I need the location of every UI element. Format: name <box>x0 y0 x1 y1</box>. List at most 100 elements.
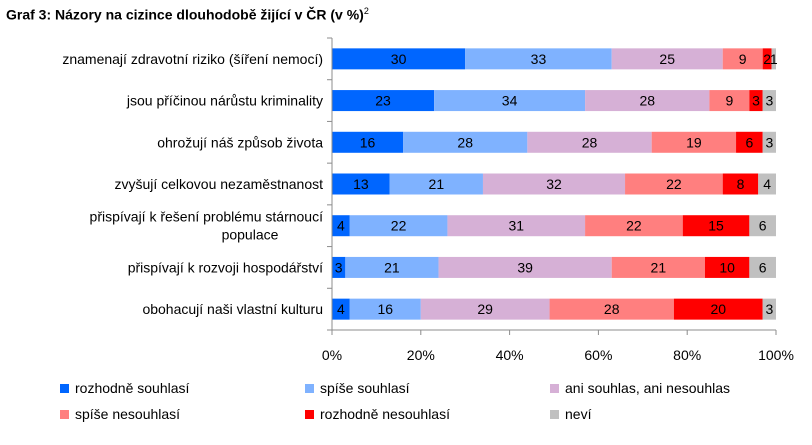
data-label: 9 <box>739 51 747 67</box>
x-tick-label: 0% <box>322 347 342 363</box>
bar-segment <box>389 173 483 195</box>
data-label: 6 <box>745 134 753 150</box>
data-label: 3 <box>765 134 773 150</box>
data-label: 21 <box>651 259 667 275</box>
data-label: 22 <box>666 176 682 192</box>
bar-segment <box>420 298 550 320</box>
chart-title-text: Graf 3: Názory na cizince dlouhodobě žij… <box>6 6 364 23</box>
bar-segment <box>482 173 626 195</box>
bar-segment <box>611 256 705 278</box>
data-label: 31 <box>508 218 524 234</box>
bar-segment <box>762 48 772 70</box>
data-label: 10 <box>719 259 735 275</box>
bar-segment <box>332 256 346 278</box>
data-label: 32 <box>546 176 562 192</box>
data-label: 3 <box>765 301 773 317</box>
bar-segment <box>527 131 652 153</box>
data-label: 25 <box>659 51 675 67</box>
data-label: 33 <box>531 51 547 67</box>
data-label: 21 <box>384 259 400 275</box>
data-label: 34 <box>502 93 518 109</box>
bar-segment <box>651 131 737 153</box>
data-label: 6 <box>759 218 767 234</box>
bar-segment <box>585 90 710 112</box>
x-tick-label: 100% <box>758 347 794 363</box>
category-label: ohrožují náš způsob života <box>157 134 323 150</box>
category-label: znamenají zdravotní riziko (šíření nemoc… <box>62 51 323 67</box>
bar-segment <box>749 256 776 278</box>
chart-title: Graf 3: Názory na cizince dlouhodobě žij… <box>6 6 369 23</box>
bar-segment <box>332 173 390 195</box>
data-label: 19 <box>686 134 702 150</box>
bar-segment <box>332 131 404 153</box>
data-label: 16 <box>360 134 376 150</box>
bar-segment <box>611 48 723 70</box>
data-label: 28 <box>582 134 598 150</box>
data-label: 15 <box>708 218 724 234</box>
bar-segment <box>332 90 435 112</box>
bar-segment <box>762 131 776 153</box>
data-label: 30 <box>391 51 407 67</box>
bar-segment <box>434 90 586 112</box>
data-label: 29 <box>477 301 493 317</box>
bar-segment <box>758 173 776 195</box>
bar-segment <box>736 131 763 153</box>
data-label: 4 <box>763 176 771 192</box>
bar-segment <box>625 173 723 195</box>
data-label: 4 <box>337 218 345 234</box>
bar-segment <box>682 215 750 237</box>
bar-segment <box>749 90 763 112</box>
data-label: 9 <box>725 93 733 109</box>
bar-segment <box>447 215 586 237</box>
x-tick-label: 20% <box>407 347 435 363</box>
bar-segment <box>349 215 448 237</box>
data-label: 4 <box>337 301 345 317</box>
data-label: 39 <box>517 259 533 275</box>
category-label: přispívají k řešení problému stárnoucí <box>90 209 324 225</box>
bar-segment <box>332 215 350 237</box>
data-label: 28 <box>604 301 620 317</box>
data-label: 22 <box>391 218 407 234</box>
category-label: zvyšují celkovou nezaměstnanost <box>114 176 323 192</box>
data-label: 3 <box>765 93 773 109</box>
bar-segment <box>762 90 776 112</box>
data-label: 13 <box>353 176 369 192</box>
data-label: 28 <box>639 93 655 109</box>
data-label: 21 <box>429 176 445 192</box>
bar-segment <box>762 298 776 320</box>
bar-segment <box>722 48 763 70</box>
bar-segment <box>585 215 683 237</box>
x-tick-label: 40% <box>496 347 524 363</box>
data-label: 28 <box>457 134 473 150</box>
bar-segment <box>349 298 421 320</box>
bar-segment <box>549 298 674 320</box>
data-label: 16 <box>377 301 393 317</box>
data-label: 3 <box>335 259 343 275</box>
category-label: populace <box>222 227 279 243</box>
title-footnote-mark: 2 <box>363 6 369 16</box>
bar-segment <box>465 48 612 70</box>
bar-segment <box>722 173 759 195</box>
data-label: 6 <box>759 259 767 275</box>
bar-segment <box>673 298 763 320</box>
data-label: 22 <box>626 218 642 234</box>
data-label: 2 <box>763 51 771 67</box>
bar-segment <box>403 131 528 153</box>
data-label: 20 <box>710 301 726 317</box>
bar-segment <box>749 215 776 237</box>
category-label: přispívají k rozvoji hospodářství <box>128 259 323 275</box>
bar-segment <box>771 48 776 70</box>
bar-segment <box>345 256 439 278</box>
bar-segment <box>332 48 466 70</box>
data-label: 3 <box>752 93 760 109</box>
x-tick-label: 60% <box>584 347 612 363</box>
data-label: 23 <box>375 93 391 109</box>
x-tick-label: 80% <box>673 347 701 363</box>
bar-segment <box>709 90 750 112</box>
data-label: 8 <box>737 176 745 192</box>
bar-segment <box>332 298 350 320</box>
category-label: obohacují naši vlastní kulturu <box>142 301 323 317</box>
category-label: jsou příčinou nárůstu kriminality <box>126 93 323 109</box>
data-label: 1 <box>770 51 778 67</box>
